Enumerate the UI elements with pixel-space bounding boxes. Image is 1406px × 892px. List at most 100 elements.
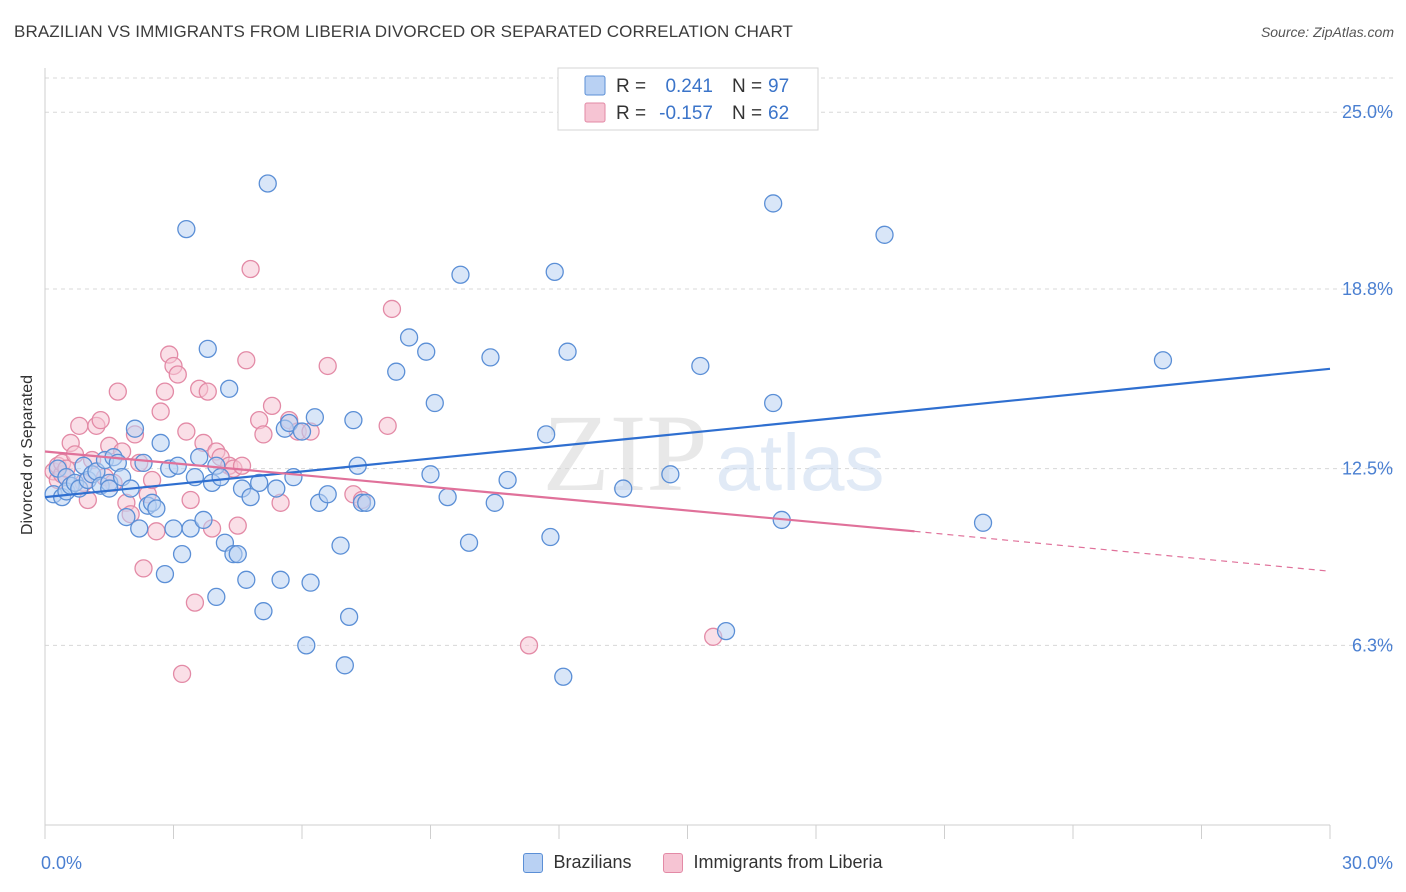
trend-line-liberia-extension: [914, 530, 1331, 572]
liberia-point-8: [70, 416, 89, 435]
brazilians-point-81: [498, 470, 517, 490]
liberia-point-35: [185, 593, 205, 612]
brazilians-point-60: [301, 573, 320, 592]
liberia-point-45: [232, 456, 252, 475]
brazilians-point-84: [545, 262, 564, 282]
liberia-point-59: [382, 299, 402, 319]
liberia-point-49: [254, 425, 273, 444]
brazilians-point-71: [387, 362, 406, 381]
brazilians-point-66: [339, 607, 359, 627]
brazilians-point-42: [211, 468, 230, 487]
y-tick-label-3: 25.0%: [1342, 102, 1393, 122]
brazilians-point-15: [100, 479, 119, 498]
liberia-point-26: [147, 522, 166, 541]
brazilians-point-78: [459, 533, 479, 552]
brazilians-point-54: [271, 570, 290, 589]
brazilians-point-94: [875, 225, 894, 244]
trend-line-liberia: [44, 450, 915, 533]
liberia-point-25: [142, 470, 162, 490]
tick-labels: 6.3% 12.5% 18.8% 25.0% 0.0% 30.0%: [41, 102, 1393, 873]
brazilians-point-79: [481, 348, 500, 367]
liberia-point-31: [168, 365, 187, 384]
brazilians-point-48: [237, 570, 256, 589]
brazilians-point-73: [417, 342, 436, 361]
legend-r-value-2: -0.157: [659, 103, 713, 124]
brazilians-point-91: [764, 194, 783, 213]
brazilians-point-51: [254, 602, 273, 621]
liberia-point-47: [241, 259, 260, 279]
legend-swatch-brazilians: [523, 852, 544, 873]
liberia-point-27: [151, 402, 170, 421]
brazilians-point-90: [716, 621, 736, 641]
chart-title: BRAZILIAN VS IMMIGRANTS FROM LIBERIA DIV…: [14, 22, 794, 41]
brazilians-point-86: [558, 342, 577, 361]
legend-label-liberia: Immigrants from Liberia: [693, 852, 883, 872]
brazilians-point-61: [305, 408, 325, 427]
series-brazilians: [44, 174, 1173, 686]
legend-r-label-2: R =: [616, 103, 646, 124]
brazilians-point-74: [421, 465, 440, 484]
liberia-point-55: [318, 356, 337, 376]
legend-r-value-1: 0.241: [665, 76, 713, 97]
legend-n-value-2: 62: [768, 103, 789, 124]
brazilians-point-34: [181, 519, 200, 538]
bottom-legend: Brazilians Immigrants from Liberia: [0, 852, 1406, 873]
watermark-atlas: atlas: [716, 418, 885, 507]
legend-box: R = 0.241 N = 97 R = -0.157 N = 62: [557, 67, 819, 131]
brazilians-point-33: [177, 219, 196, 239]
liberia-point-34: [181, 490, 200, 510]
brazilians-point-64: [331, 536, 350, 555]
legend-swatch-blue: [584, 75, 606, 96]
brazilians-point-83: [541, 527, 560, 547]
liberia-point-13: [91, 410, 110, 430]
legend-r-label-1: R =: [616, 76, 646, 97]
liberia-point-44: [228, 516, 247, 535]
brazilians-point-52: [258, 174, 277, 193]
brazilians-point-63: [318, 485, 337, 504]
brazilians-point-76: [438, 487, 457, 507]
brazilians-point-28: [155, 564, 175, 584]
legend-item-brazilians: Brazilians: [523, 852, 631, 873]
brazilians-point-58: [292, 422, 312, 441]
legend-item-liberia: Immigrants from Liberia: [663, 852, 883, 873]
y-tick-label-1: 12.5%: [1342, 459, 1393, 479]
liberia-point-38: [198, 382, 217, 401]
brazilians-point-19: [117, 507, 136, 527]
brazilians-point-82: [537, 425, 556, 444]
brazilians-point-23: [134, 453, 153, 473]
brazilians-point-36: [190, 448, 209, 467]
liberia-point-23: [134, 559, 153, 578]
trend-line-brazilians: [44, 367, 1331, 499]
liberia-point-28: [155, 382, 175, 401]
brazilians-point-46: [228, 544, 247, 564]
brazilians-point-32: [172, 544, 192, 564]
brazilians-point-87: [614, 479, 633, 498]
brazilians-point-70: [357, 493, 376, 512]
brazilians-point-31: [168, 456, 187, 475]
brazilians-point-27: [151, 433, 170, 453]
liberia-point-32: [172, 664, 192, 684]
brazilians-point-38: [198, 339, 217, 359]
brazilians-point-80: [485, 493, 504, 512]
brazilians-point-85: [554, 667, 573, 686]
liberia-point-58: [378, 416, 397, 435]
y-tick-label-0: 6.3%: [1352, 635, 1393, 655]
legend-swatch-liberia: [663, 852, 684, 873]
brazilians-point-26: [147, 499, 166, 518]
liberia-point-60: [519, 636, 539, 655]
legend-swatch-pink: [584, 102, 606, 123]
watermark: ZIP atlas: [543, 392, 885, 514]
brazilians-point-92: [764, 393, 783, 413]
brazilians-point-59: [297, 636, 316, 655]
source-label: Source: ZipAtlas.com: [1260, 24, 1394, 40]
brazilians-point-65: [335, 656, 354, 675]
brazilians-point-95: [973, 513, 993, 532]
legend-label-brazilians: Brazilians: [553, 852, 632, 872]
brazilians-point-40: [207, 587, 226, 607]
brazilians-point-67: [344, 410, 363, 430]
axes: [44, 68, 1331, 839]
brazilians-point-21: [125, 419, 145, 438]
brazilians-point-75: [425, 393, 444, 413]
brazilians-point-50: [250, 473, 269, 493]
